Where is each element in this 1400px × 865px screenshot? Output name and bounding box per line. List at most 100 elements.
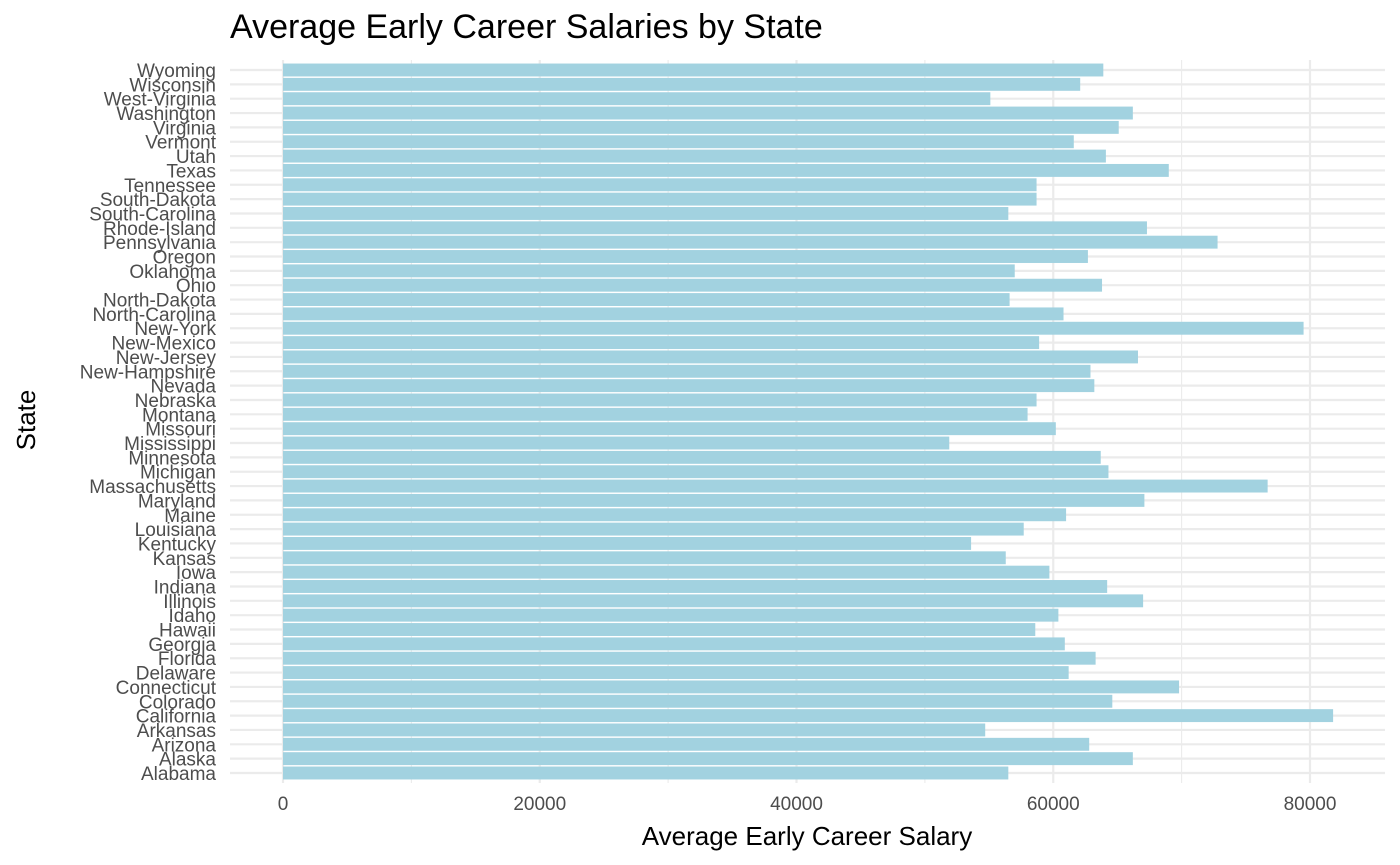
y-tick-label: Wisconsin bbox=[129, 75, 216, 96]
x-tick-label: 20000 bbox=[513, 794, 566, 815]
bar-nevada bbox=[283, 379, 1095, 393]
y-tick-label: Mississippi bbox=[124, 434, 216, 455]
bar-ohio bbox=[283, 278, 1103, 292]
bar-new-york bbox=[283, 321, 1304, 335]
y-tick-label: Pennsylvania bbox=[103, 233, 216, 254]
bar-oklahoma bbox=[283, 264, 1015, 278]
y-tick-label: Hawaii bbox=[159, 621, 216, 642]
y-tick-label: Nebraska bbox=[135, 391, 217, 412]
y-tick-label: Vermont bbox=[145, 133, 216, 154]
y-tick-label: Florida bbox=[158, 649, 217, 670]
bar-iowa bbox=[283, 565, 1050, 579]
x-tick-labels: 0 20000 40000 60000 80000 bbox=[278, 794, 1337, 815]
y-tick-label: Oklahoma bbox=[129, 262, 216, 283]
bar-pennsylvania bbox=[283, 235, 1218, 249]
y-tick-label: Tennessee bbox=[124, 176, 216, 197]
bar-west-virginia bbox=[283, 92, 991, 106]
bar-alaska bbox=[283, 752, 1133, 766]
bar-virginia bbox=[283, 120, 1119, 134]
bar-oregon bbox=[283, 250, 1088, 263]
y-axis-title: State bbox=[11, 390, 41, 451]
y-tick-label: Kentucky bbox=[138, 534, 217, 555]
bars bbox=[283, 63, 1334, 780]
bar-vermont bbox=[283, 135, 1074, 149]
y-tick-label: Georgia bbox=[148, 635, 216, 656]
bar-texas bbox=[283, 163, 1169, 177]
bar-new-mexico bbox=[283, 336, 1040, 350]
bar-hawaii bbox=[283, 623, 1036, 636]
x-tick-label: 0 bbox=[278, 794, 289, 815]
y-tick-label: Maine bbox=[164, 506, 216, 527]
bar-rhode-island bbox=[283, 221, 1147, 235]
y-tick-label: Washington bbox=[116, 104, 216, 125]
y-tick-label: North-Carolina bbox=[92, 305, 216, 326]
y-tick-label: Alabama bbox=[141, 764, 216, 785]
y-tick-label: Idaho bbox=[168, 606, 216, 627]
y-tick-label: Ohio bbox=[176, 276, 216, 297]
x-tick-label: 40000 bbox=[770, 794, 823, 815]
y-tick-label: Arkansas bbox=[137, 721, 216, 742]
y-tick-label: Kansas bbox=[153, 549, 216, 570]
chart-title: Average Early Career Salaries by State bbox=[230, 8, 823, 46]
bar-kansas bbox=[283, 551, 1006, 565]
y-tick-label: Missouri bbox=[145, 420, 216, 441]
bar-tennessee bbox=[283, 178, 1037, 192]
bar-michigan bbox=[283, 465, 1109, 479]
bar-new-jersey bbox=[283, 350, 1138, 364]
y-tick-label: Delaware bbox=[136, 664, 216, 685]
bar-new-hampshire bbox=[283, 364, 1091, 378]
y-tick-label: Iowa bbox=[176, 563, 217, 584]
y-tick-label: Massachusetts bbox=[89, 477, 216, 498]
y-tick-label: Indiana bbox=[154, 577, 217, 598]
y-tick-label: North-Dakota bbox=[103, 291, 216, 312]
bar-utah bbox=[283, 149, 1106, 163]
bar-wisconsin bbox=[283, 77, 1081, 91]
bar-north-carolina bbox=[283, 307, 1064, 321]
y-tick-label: South-Dakota bbox=[100, 190, 217, 211]
bar-california bbox=[283, 709, 1334, 723]
y-tick-labels: AlabamaAlaskaArizonaArkansasCaliforniaCo… bbox=[80, 61, 217, 785]
bar-connecticut bbox=[283, 680, 1180, 694]
y-tick-label: Wyoming bbox=[137, 61, 216, 82]
bar-alabama bbox=[283, 766, 1009, 780]
y-tick-label: Colorado bbox=[139, 692, 216, 713]
bar-florida bbox=[283, 651, 1096, 665]
bar-montana bbox=[283, 407, 1028, 421]
bar-arkansas bbox=[283, 723, 986, 737]
y-tick-label: Illinois bbox=[163, 592, 216, 613]
y-tick-label: Connecticut bbox=[116, 678, 217, 699]
bar-louisiana bbox=[283, 522, 1024, 536]
y-tick-label: Nevada bbox=[151, 377, 217, 398]
bar-north-dakota bbox=[283, 293, 1010, 307]
bar-washington bbox=[283, 106, 1133, 120]
y-tick-label: Maryland bbox=[138, 491, 216, 512]
bar-arizona bbox=[283, 737, 1090, 751]
bar-south-carolina bbox=[283, 207, 1009, 220]
y-tick-label: Michigan bbox=[140, 463, 216, 484]
y-tick-label: Rhode-Island bbox=[103, 219, 216, 240]
bar-missouri bbox=[283, 422, 1056, 436]
y-tick-label: Virginia bbox=[153, 118, 216, 139]
y-tick-label: New-York bbox=[134, 319, 216, 340]
y-tick-label: Arizona bbox=[152, 735, 217, 756]
y-tick-label: Texas bbox=[166, 161, 216, 182]
bar-indiana bbox=[283, 580, 1108, 593]
bar-idaho bbox=[283, 608, 1059, 622]
y-tick-label: Louisiana bbox=[135, 520, 217, 541]
y-tick-label: South-Carolina bbox=[89, 204, 216, 225]
bar-kentucky bbox=[283, 536, 972, 550]
bar-maryland bbox=[283, 493, 1145, 507]
bar-nebraska bbox=[283, 393, 1037, 407]
bar-delaware bbox=[283, 666, 1069, 680]
y-tick-label: West-Virginia bbox=[104, 90, 217, 111]
y-tick-label: Minnesota bbox=[128, 448, 216, 469]
bar-wyoming bbox=[283, 63, 1104, 77]
bar-mississippi bbox=[283, 436, 950, 450]
x-tick-label: 80000 bbox=[1284, 794, 1337, 815]
y-tick-label: Alaska bbox=[159, 750, 216, 771]
y-tick-label: New-Mexico bbox=[111, 334, 216, 355]
y-tick-label: Montana bbox=[142, 405, 216, 426]
y-tick-label: New-Hampshire bbox=[80, 362, 216, 383]
bar-maine bbox=[283, 508, 1067, 522]
